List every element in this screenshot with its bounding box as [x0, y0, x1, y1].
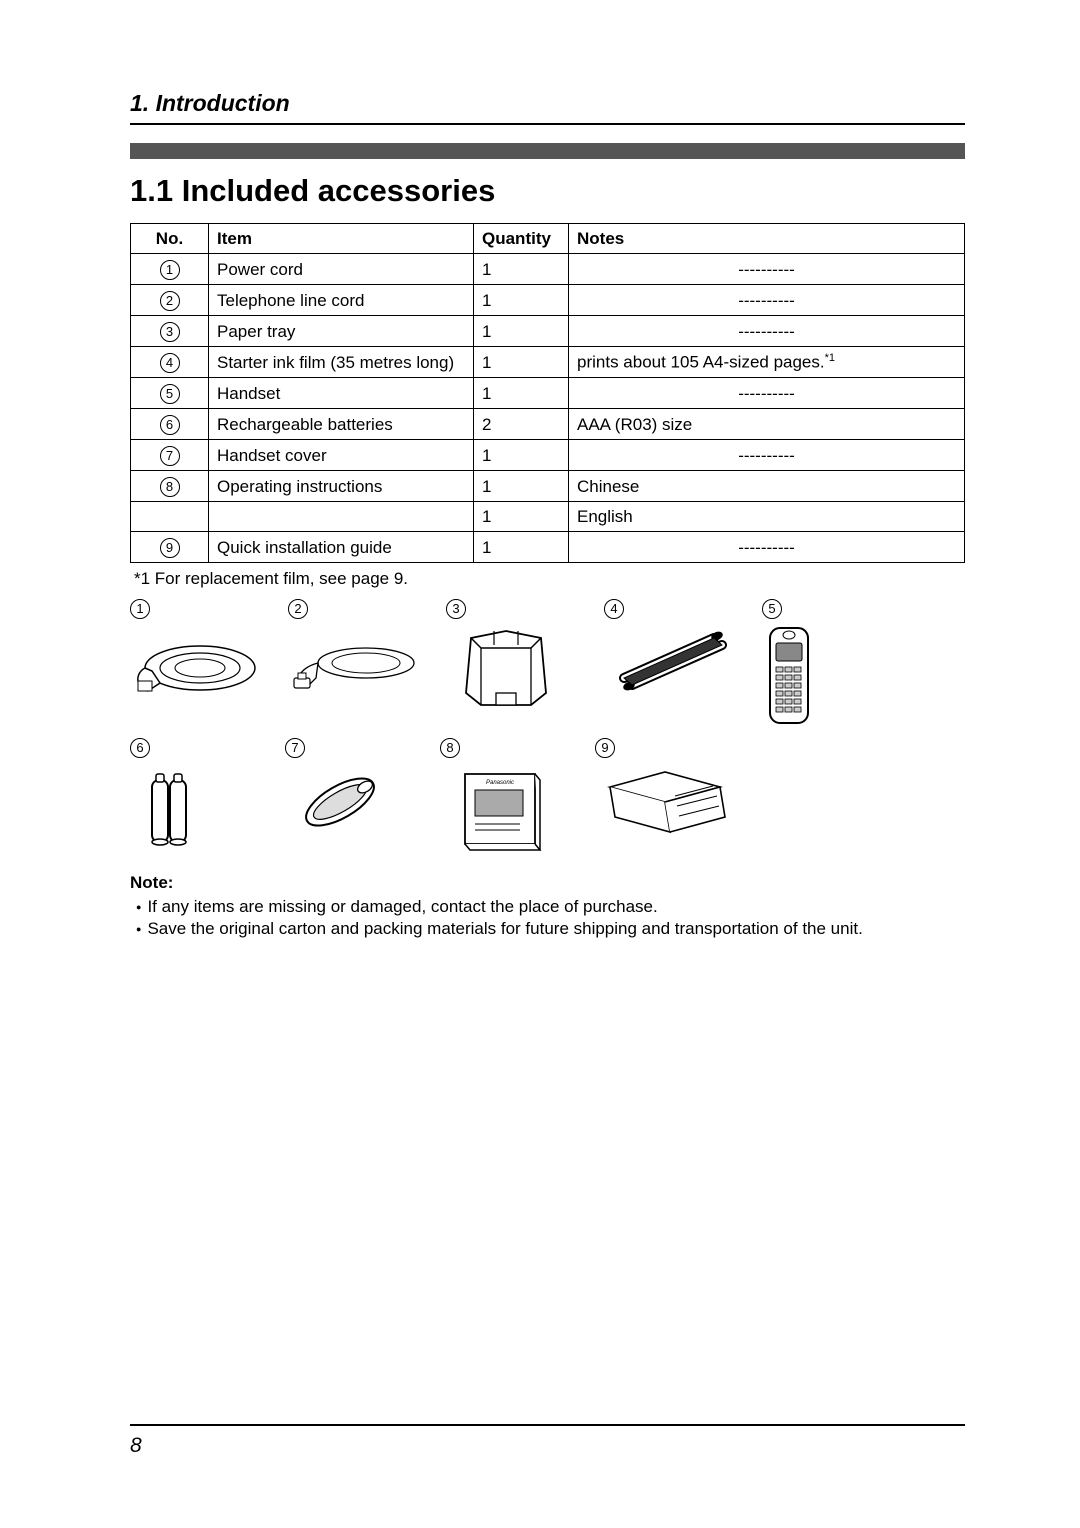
handset-icon: [762, 623, 817, 728]
grid-label-6: 6: [130, 738, 150, 758]
th-qty: Quantity: [474, 224, 569, 254]
table-row: 2Telephone line cord1----------: [131, 285, 965, 316]
batteries-icon: [130, 762, 210, 852]
table-row: 9Quick installation guide1----------: [131, 532, 965, 563]
table-row: 7Handset cover1----------: [131, 440, 965, 471]
table-row: 4Starter ink film (35 metres long)1print…: [131, 347, 965, 378]
grid-label-2: 2: [288, 599, 308, 619]
table-row: 6Rechargeable batteries2AAA (R03) size: [131, 409, 965, 440]
grid-cell-7: 7: [285, 738, 440, 842]
accessory-image-grid: 1 2 3: [130, 599, 965, 857]
note-item: Save the original carton and packing mat…: [136, 919, 965, 939]
grid-cell-1: 1: [130, 599, 288, 703]
phone-cord-icon: [288, 623, 428, 703]
manual-icon: Panasonic: [440, 762, 560, 857]
grid-label-3: 3: [446, 599, 466, 619]
quick-guide-icon: [595, 762, 735, 847]
table-row: 8Operating instructions1Chinese: [131, 471, 965, 502]
grid-label-4: 4: [604, 599, 624, 619]
grid-label-7: 7: [285, 738, 305, 758]
divider-thin: [130, 123, 965, 125]
power-cord-icon: [130, 623, 270, 703]
grid-label-5: 5: [762, 599, 782, 619]
grid-cell-9: 9: [595, 738, 750, 847]
th-item: Item: [209, 224, 474, 254]
th-notes: Notes: [569, 224, 965, 254]
grid-cell-4: 4: [604, 599, 762, 703]
grid-cell-8: 8 Panasonic: [440, 738, 595, 857]
note-item: If any items are missing or damaged, con…: [136, 897, 965, 917]
section-title: 1.1 Included accessories: [130, 173, 965, 209]
paper-tray-icon: [446, 623, 566, 713]
ink-film-icon: [604, 623, 744, 703]
table-row: 5Handset1----------: [131, 378, 965, 409]
table-row: 1English: [131, 502, 965, 532]
note-heading: Note:: [130, 873, 965, 893]
table-row: 3Paper tray1----------: [131, 316, 965, 347]
page-number: 8: [130, 1434, 965, 1458]
footer-divider: [130, 1424, 965, 1426]
grid-cell-2: 2: [288, 599, 446, 703]
accessories-table: No. Item Quantity Notes 1Power cord1----…: [130, 223, 965, 563]
grid-label-1: 1: [130, 599, 150, 619]
grid-cell-3: 3: [446, 599, 604, 713]
divider-thick-bar: [130, 143, 965, 159]
grid-label-8: 8: [440, 738, 460, 758]
grid-cell-6: 6: [130, 738, 285, 852]
chapter-title: 1. Introduction: [130, 90, 965, 117]
grid-label-9: 9: [595, 738, 615, 758]
th-no: No.: [131, 224, 209, 254]
grid-cell-5: 5: [762, 599, 862, 728]
page-footer: 8: [130, 1424, 965, 1458]
footnote-text: *1 For replacement film, see page 9.: [130, 569, 965, 589]
table-row: 1Power cord1----------: [131, 254, 965, 285]
handset-cover-icon: [285, 762, 395, 842]
svg-text:Panasonic: Panasonic: [486, 780, 514, 786]
note-list: If any items are missing or damaged, con…: [130, 897, 965, 939]
